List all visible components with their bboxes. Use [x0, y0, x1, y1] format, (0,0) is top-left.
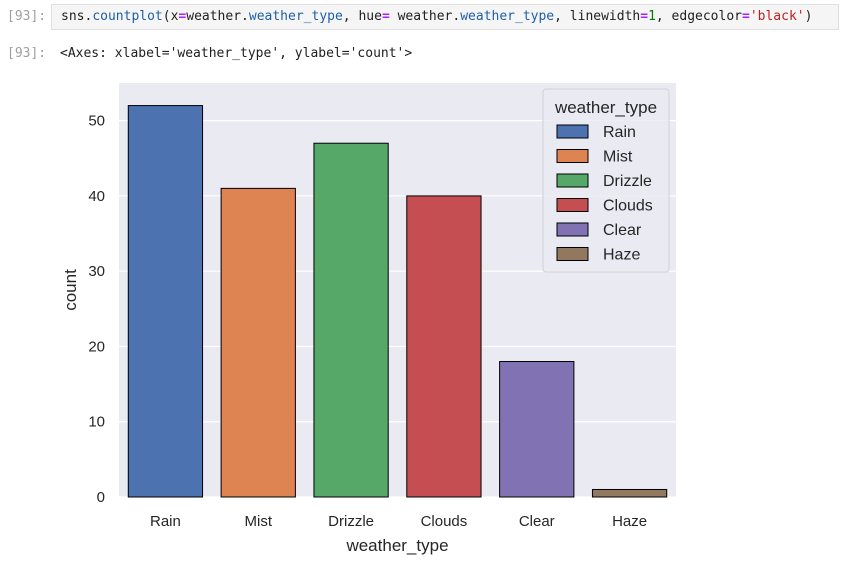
bar-haze	[591, 488, 668, 498]
x-tick-label: Rain	[150, 513, 181, 530]
code-token: =	[640, 9, 649, 24]
code-token: (x	[162, 9, 179, 24]
bar-drizzle	[313, 142, 389, 498]
code-token: weather	[389, 9, 453, 24]
bar-clouds	[406, 195, 482, 498]
legend-label: Mist	[603, 149, 633, 166]
legend-swatch	[556, 198, 589, 212]
code-token: countplot	[92, 9, 163, 24]
y-axis-label: count	[61, 269, 80, 311]
legend-label: Drizzle	[603, 173, 652, 190]
y-tick-label: 20	[88, 338, 105, 355]
x-tick-label: Drizzle	[328, 513, 374, 530]
code-token: weather_type	[460, 9, 555, 24]
legend-swatch	[556, 222, 589, 237]
output-prompt: [93]:	[7, 46, 47, 61]
code-token: .	[241, 9, 249, 24]
y-tick-label: 0	[97, 489, 105, 506]
legend-swatch	[556, 149, 589, 163]
legend-swatch	[556, 124, 589, 139]
code-token: 1	[648, 9, 656, 24]
code-token: sns	[61, 9, 85, 24]
y-tick-label: 50	[88, 113, 105, 130]
legend-title: weather_type	[554, 98, 657, 117]
y-tick-label: 40	[88, 188, 105, 205]
code-token: , hue	[342, 9, 382, 24]
code-token: weather	[186, 9, 242, 24]
bar-clear	[499, 361, 575, 498]
code-token: 'black'	[749, 9, 805, 24]
code-token: =	[178, 9, 187, 24]
legend-swatch	[556, 247, 589, 261]
x-tick-label: Mist	[245, 513, 273, 530]
code-token: , edgecolor	[655, 9, 742, 24]
code-token: weather_type	[248, 9, 343, 24]
code-cell[interactable]: sns.countplot(x=weather.weather_type, hu…	[51, 4, 839, 30]
legend-label: Clear	[603, 222, 642, 239]
code-token: .	[452, 9, 461, 24]
code-token: , linewidth	[554, 9, 641, 24]
y-tick-label: 10	[88, 414, 105, 431]
code-token: =	[741, 9, 750, 24]
code-token: .	[84, 9, 93, 24]
x-tick-label: Clouds	[421, 513, 468, 530]
legend-label: Rain	[603, 124, 636, 141]
legend-label: Haze	[603, 247, 640, 264]
x-tick-label: Clear	[519, 513, 555, 530]
x-axis-label: weather_type	[345, 536, 448, 555]
code-token: )	[804, 9, 813, 24]
code-text: sns.countplot(x=weather.weather_type, hu…	[61, 9, 812, 24]
output-text: <Axes: xlabel='weather_type', ylabel='co…	[60, 46, 413, 61]
bar-mist	[220, 187, 296, 498]
legend-label: Clouds	[603, 198, 653, 215]
code-token: =	[381, 9, 390, 24]
y-tick-label: 30	[88, 263, 105, 280]
input-prompt: [93]:	[7, 9, 47, 24]
bar-rain	[127, 105, 204, 498]
legend-swatch	[556, 173, 589, 188]
x-tick-label: Haze	[612, 513, 647, 530]
